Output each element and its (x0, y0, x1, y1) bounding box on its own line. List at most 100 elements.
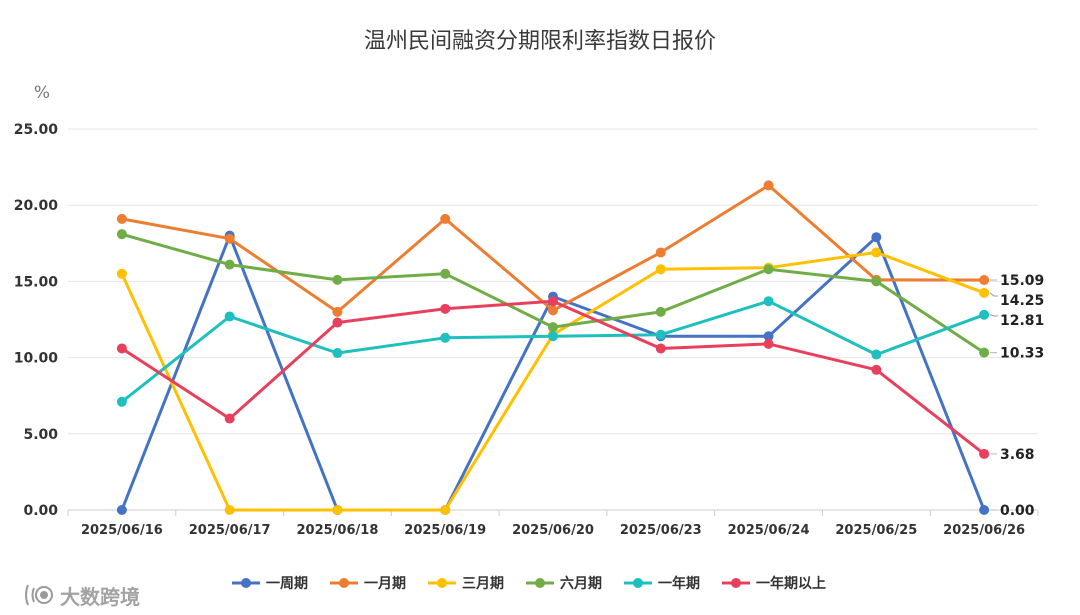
data-point[interactable] (548, 296, 558, 307)
data-point[interactable] (548, 322, 558, 333)
end-label-leader (989, 314, 998, 317)
data-point[interactable] (871, 276, 882, 287)
data-point[interactable] (224, 233, 235, 244)
data-point[interactable] (979, 448, 990, 459)
end-value-label: 15.09 (1000, 273, 1044, 289)
data-point[interactable] (979, 347, 990, 358)
data-point[interactable] (332, 317, 343, 328)
data-point[interactable] (655, 343, 666, 354)
legend-item[interactable]: 三月期 (428, 576, 504, 592)
x-tick-label: 2025/06/23 (620, 523, 702, 538)
data-point[interactable] (655, 306, 666, 317)
data-point[interactable] (871, 349, 882, 360)
data-point[interactable] (224, 413, 235, 424)
sound-wave-icon (25, 584, 53, 606)
data-point[interactable] (224, 505, 235, 515)
y-tick-label: 5.00 (23, 427, 58, 443)
data-point[interactable] (979, 275, 990, 286)
legend-label: 一月期 (364, 576, 406, 592)
legend: 一周期 一月期 三月期 六月期 一年期 一年期以上 (232, 575, 826, 592)
end-value-label: 14.25 (1000, 293, 1044, 309)
data-point[interactable] (763, 331, 774, 342)
y-tick-label: 10.00 (14, 351, 59, 367)
x-tick-label: 2025/06/26 (943, 523, 1025, 538)
data-point[interactable] (979, 505, 990, 515)
legend-item[interactable]: 一周期 (232, 576, 308, 592)
data-point[interactable] (224, 311, 235, 322)
x-tick-label: 2025/06/17 (189, 523, 271, 538)
series-lines (116, 180, 990, 515)
data-point[interactable] (763, 338, 774, 349)
x-axis-ticks: 2025/06/16 2025/06/17 2025/06/18 2025/06/19… (67, 510, 1039, 538)
legend-label: 三月期 (462, 576, 504, 592)
data-point[interactable] (116, 229, 127, 240)
data-point[interactable] (763, 264, 774, 275)
grid-lines (68, 128, 1038, 511)
data-point[interactable] (655, 264, 666, 275)
y-axis-ticks: 0.00 5.00 10.00 15.00 20.00 25.00 (14, 122, 59, 519)
chart-title: 温州民间融资分期限利率指数日报价 (364, 29, 716, 54)
series-1 (116, 230, 990, 515)
data-point[interactable] (332, 274, 343, 285)
series-line[interactable] (120, 299, 986, 404)
y-tick-label: 20.00 (14, 198, 59, 214)
legend-swatch-marker (437, 578, 447, 588)
legend-swatch-marker (731, 578, 741, 588)
data-point[interactable] (332, 348, 343, 359)
x-tick-label: 2025/06/25 (835, 523, 917, 538)
legend-item[interactable]: 一年期 (624, 575, 700, 592)
data-point[interactable] (440, 505, 451, 515)
data-point[interactable] (871, 232, 882, 243)
watermark: 大数跨境 (25, 584, 140, 609)
series-3 (116, 247, 990, 515)
data-point[interactable] (548, 331, 558, 342)
data-point[interactable] (224, 259, 235, 270)
legend-item[interactable]: 六月期 (526, 575, 602, 592)
data-point[interactable] (440, 268, 451, 279)
end-value-label: 0.00 (1000, 503, 1035, 519)
data-point[interactable] (332, 505, 343, 515)
legend-label: 一周期 (266, 576, 308, 592)
data-point[interactable] (116, 268, 127, 279)
data-point[interactable] (979, 309, 990, 320)
end-label-leader (989, 292, 998, 297)
end-value-label: 10.33 (1000, 346, 1044, 362)
data-point[interactable] (871, 364, 882, 375)
data-point[interactable] (763, 296, 774, 307)
data-point[interactable] (440, 332, 451, 343)
data-point[interactable] (655, 247, 666, 258)
x-tick-label: 2025/06/19 (404, 523, 486, 538)
data-point[interactable] (440, 213, 451, 224)
data-point[interactable] (116, 213, 127, 224)
data-point[interactable] (871, 247, 882, 258)
y-tick-label: 0.00 (23, 503, 58, 519)
x-tick-label: 2025/06/20 (512, 523, 594, 538)
data-point[interactable] (116, 343, 127, 354)
data-point[interactable] (763, 180, 774, 191)
data-point[interactable] (979, 287, 990, 298)
series-6 (116, 296, 990, 459)
legend-swatch-marker (633, 578, 643, 588)
series-line[interactable] (120, 234, 986, 512)
watermark-text: 大数跨境 (60, 585, 140, 609)
legend-swatch-marker (535, 578, 545, 588)
end-labels: 15.09 14.25 12.81 10.33 3.68 0.00 (989, 273, 1044, 519)
legend-item[interactable]: 一年期以上 (722, 575, 826, 592)
legend-item[interactable]: 一月期 (330, 576, 406, 592)
legend-swatch-marker (241, 578, 251, 588)
y-tick-label: 25.00 (14, 122, 59, 138)
legend-swatch-marker (339, 578, 349, 588)
data-point[interactable] (655, 329, 666, 340)
x-tick-label: 2025/06/18 (297, 523, 379, 538)
series-4 (116, 229, 990, 358)
y-axis-unit: % (34, 83, 50, 103)
legend-label: 六月期 (560, 575, 602, 592)
data-point[interactable] (116, 505, 127, 515)
end-value-label: 3.68 (1000, 447, 1035, 463)
data-point[interactable] (116, 396, 127, 407)
data-point[interactable] (548, 305, 558, 316)
data-point[interactable] (332, 306, 343, 317)
data-point[interactable] (440, 303, 451, 314)
